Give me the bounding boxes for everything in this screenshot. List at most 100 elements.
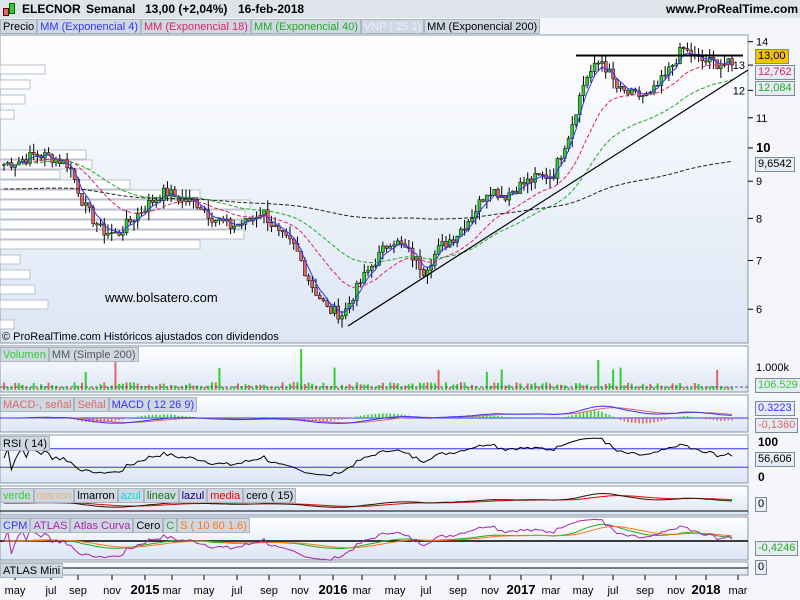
legend-cero[interactable]: cero ( 15) xyxy=(243,488,297,503)
volume-profile-bar xyxy=(0,239,201,250)
x-tick-label: 2017 xyxy=(507,582,536,597)
legend-atlas-curva[interactable]: Atlas Curva xyxy=(70,518,134,533)
legend-lazul[interactable]: lazul xyxy=(178,488,208,503)
candle xyxy=(685,48,690,51)
legend-signal[interactable]: Señal xyxy=(74,397,109,412)
candle xyxy=(329,306,333,314)
candle xyxy=(730,58,734,66)
volume-bar xyxy=(32,383,35,390)
volume-bar xyxy=(300,349,303,390)
volume-bar xyxy=(534,382,537,390)
legend-volume[interactable]: Volumen xyxy=(0,347,49,362)
legend-ema40[interactable]: MM (Exponencial 40) xyxy=(250,19,361,34)
volume-bar xyxy=(723,387,726,390)
volume-bar xyxy=(192,385,195,390)
volume-bar xyxy=(482,387,485,390)
volume-bar xyxy=(88,387,91,390)
candle xyxy=(440,241,445,247)
macd-hist-bar xyxy=(608,414,611,418)
volume-profile-bar xyxy=(0,284,36,295)
volume-bar xyxy=(92,387,95,390)
candle xyxy=(611,68,615,80)
volume-bar xyxy=(129,382,132,390)
legend-macd-hist[interactable]: MACD-, señal xyxy=(0,397,75,412)
candle xyxy=(559,158,563,160)
legend-ema18[interactable]: MM (Exponencial 18) xyxy=(141,19,251,34)
legend-verde[interactable]: verde xyxy=(0,488,34,503)
legend-s[interactable]: S ( 10 60 1.6) xyxy=(177,518,250,533)
volume-bar xyxy=(270,386,273,390)
volume-bar xyxy=(73,382,76,390)
macd-hist-bar xyxy=(155,414,158,418)
x-tick-label: mar xyxy=(353,585,372,597)
macd-hist-bar xyxy=(144,415,146,418)
legend-azul[interactable]: azul xyxy=(117,488,144,503)
macd-hist-bar xyxy=(378,413,380,418)
legend-vnp[interactable]: VNP ( 25 1) xyxy=(360,19,425,34)
volume-bar xyxy=(218,368,221,390)
volume-bar xyxy=(255,385,258,390)
candle xyxy=(392,244,396,247)
macd-hist-bar xyxy=(289,418,291,419)
legend-c[interactable]: C xyxy=(163,518,178,533)
macd-hist-bar xyxy=(396,414,399,418)
ema200-line xyxy=(4,160,733,220)
volume-bar xyxy=(716,369,719,390)
quote: 13,00 (+2,04%) xyxy=(145,2,228,16)
y-tick-label: 8 xyxy=(756,213,762,225)
volume-bar xyxy=(634,386,637,390)
legend-media[interactable]: media xyxy=(207,488,244,503)
macd-hist-bar xyxy=(367,414,369,418)
legend-ema200[interactable]: MM (Exponencial 200) xyxy=(424,19,541,34)
legend-cero2[interactable]: Cero xyxy=(133,518,164,533)
candle xyxy=(83,202,88,206)
x-tick-label: 2016 xyxy=(319,582,348,597)
candle xyxy=(540,174,545,176)
volume-bar xyxy=(404,385,407,390)
macd-hist-bar xyxy=(259,417,262,418)
legend-price[interactable]: Precio xyxy=(0,19,38,34)
volume-bar xyxy=(389,382,392,390)
legend-ema4[interactable]: MM (Exponencial 4) xyxy=(37,19,142,34)
legend-macd[interactable]: MACD ( 12 26 9) xyxy=(108,397,198,412)
legend-lineav[interactable]: lineav xyxy=(143,488,179,503)
volume-bar xyxy=(731,387,733,390)
date: 16-feb-2018 xyxy=(238,2,305,16)
candle xyxy=(659,75,664,86)
legend-atlas-mini[interactable]: ATLAS Mini xyxy=(0,563,64,578)
rsi-panel xyxy=(0,434,749,484)
volume-bar xyxy=(36,387,39,390)
candle xyxy=(210,217,214,223)
candle xyxy=(485,194,489,202)
macd-hist-bar xyxy=(333,418,336,421)
candle xyxy=(336,305,341,320)
period: Semanal xyxy=(86,2,136,16)
volume-bar xyxy=(433,383,436,390)
volume-bar xyxy=(508,384,511,390)
volume-bar xyxy=(166,387,169,390)
volume-bar xyxy=(114,362,117,390)
legend-cpm[interactable]: CPM xyxy=(0,518,31,533)
volume-bar xyxy=(333,367,336,390)
x-tick-label: mar xyxy=(163,585,182,597)
macd-tag: 0.3223 xyxy=(755,401,795,416)
candle xyxy=(202,208,207,211)
candle xyxy=(314,287,318,296)
ema200-tag: 9,6542 xyxy=(755,157,795,172)
legend-lmarron[interactable]: lmarron xyxy=(74,488,118,503)
candle xyxy=(87,202,92,208)
legend-atlas[interactable]: ATLAS xyxy=(30,518,71,533)
volume-bar xyxy=(315,385,317,390)
volume-bar xyxy=(266,386,269,390)
legend-rsi[interactable]: RSI ( 14) xyxy=(0,436,51,451)
legend-volume-ma[interactable]: MM (Simple 200) xyxy=(48,347,139,362)
volume-bar xyxy=(344,387,347,390)
volume-bar xyxy=(62,386,65,390)
macd-hist-bar xyxy=(304,418,306,421)
x-tick-label: mar xyxy=(729,585,748,597)
volume-bar xyxy=(214,382,217,390)
macd-hist-bar xyxy=(110,418,113,422)
macd-hist-bar xyxy=(638,418,640,424)
legend-marron[interactable]: marron xyxy=(33,488,75,503)
volume-bar xyxy=(229,387,232,390)
